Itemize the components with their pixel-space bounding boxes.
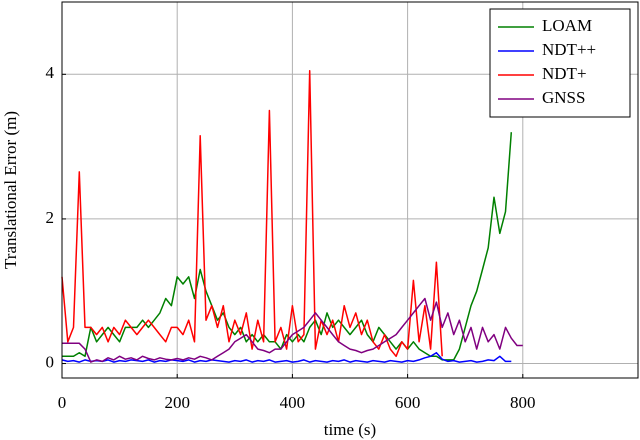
legend-label: NDT+ <box>542 64 587 83</box>
x-tick-label: 600 <box>395 393 421 412</box>
y-tick-label: 2 <box>46 208 55 227</box>
line-series <box>61 351 512 363</box>
x-tick-label: 800 <box>510 393 536 412</box>
legend-label: GNSS <box>542 88 585 107</box>
line-series <box>61 69 443 358</box>
legend-label: LOAM <box>542 16 592 35</box>
x-axis-label: time (s) <box>324 420 376 439</box>
y-tick-label: 4 <box>46 63 55 82</box>
x-tick-label: 200 <box>164 393 190 412</box>
line-series <box>62 297 523 363</box>
legend-label: NDT++ <box>542 40 596 59</box>
plot-frame <box>61 1 639 379</box>
y-tick-label: 0 <box>46 352 55 371</box>
y-axis-label: Translational Error (m) <box>1 111 20 269</box>
line-series <box>62 132 513 361</box>
x-tick-label: 400 <box>280 393 306 412</box>
x-tick-label: 0 <box>58 393 67 412</box>
legend: LOAM NDT++ NDT+ GNSS <box>489 8 631 118</box>
